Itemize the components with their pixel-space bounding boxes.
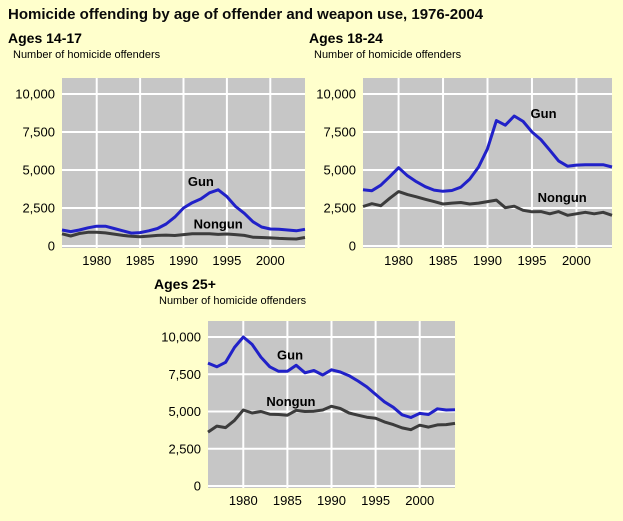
y-tick-label: 5,000 (168, 404, 201, 419)
x-tick-label: 1980 (82, 253, 111, 268)
y-tick-label: 10,000 (15, 87, 55, 102)
chart-title-ages-25-plus: Ages 25+ (154, 276, 216, 292)
chart-title-ages-18-24: Ages 18-24 (309, 30, 383, 46)
y-tick-label: 2,500 (323, 201, 356, 216)
gun-line (207, 335, 456, 419)
plot-ages-14-17: 0 2,500 5,000 7,500 10,000 1980 1985 1990 1995 20… (6, 78, 310, 274)
gun-series-label: Gun (277, 348, 303, 363)
x-tick-label: 1995 (361, 493, 390, 508)
x-tick-label: 1985 (126, 253, 155, 268)
y-tick-label: 5,000 (323, 163, 356, 178)
gun-line (362, 114, 613, 193)
ages-25-plus-svg: 0 2,500 5,000 7,500 10,000 1980 1985 1990 1995 20… (161, 321, 456, 508)
nongun-line (61, 230, 306, 241)
page-title: Homicide offending by age of offender an… (8, 6, 484, 23)
x-tick-label: 1990 (169, 253, 198, 268)
nongun-line (207, 404, 456, 434)
x-tick-label: 1980 (384, 253, 413, 268)
nongun-line (362, 190, 613, 217)
y-tick-label: 10,000 (316, 87, 356, 102)
chart-ages-18-24: Ages 18-24 Number of homicide offenders … (307, 30, 619, 274)
x-tick-label: 1985 (429, 253, 458, 268)
x-tick-label: 1990 (317, 493, 346, 508)
nongun-series-label: Nongun (266, 394, 315, 409)
y-axis-caption-ages-25-plus: Number of homicide offenders (159, 295, 307, 307)
x-tick-label: 2000 (562, 253, 591, 268)
y-tick-label: 0 (194, 479, 201, 494)
y-tick-label: 7,500 (323, 125, 356, 140)
y-tick-label: 2,500 (168, 441, 201, 456)
x-tick-label: 1995 (518, 253, 547, 268)
chart-title-ages-14-17: Ages 14-17 (8, 30, 82, 46)
gun-series-label: Gun (531, 106, 557, 121)
ages-18-24-svg: 0 2,500 5,000 7,500 10,000 1980 1985 1990 1995 20… (316, 78, 613, 268)
y-axis-caption-ages-18-24: Number of homicide offenders (314, 49, 462, 61)
y-tick-label: 0 (48, 239, 55, 254)
gun-line (61, 188, 306, 235)
x-tick-label: 2000 (256, 253, 285, 268)
y-tick-label: 5,000 (22, 163, 55, 178)
ages-14-17-svg: 0 2,500 5,000 7,500 10,000 1980 1985 1990 1995 20… (15, 78, 306, 268)
y-tick-label: 7,500 (168, 367, 201, 382)
x-tick-label: 1980 (229, 493, 258, 508)
nongun-series-label: Nongun (194, 217, 243, 232)
x-tick-label: 2000 (405, 493, 434, 508)
plot-ages-18-24: 0 2,500 5,000 7,500 10,000 1980 1985 1990 1995 20… (307, 78, 619, 274)
x-tick-label: 1985 (273, 493, 302, 508)
nongun-series-label: Nongun (538, 190, 587, 205)
gun-series-label: Gun (188, 174, 214, 189)
y-axis-caption-ages-14-17: Number of homicide offenders (13, 49, 161, 61)
x-tick-label: 1995 (212, 253, 241, 268)
x-tick-label: 1990 (473, 253, 502, 268)
chart-ages-14-17: Ages 14-17 Number of homicide offenders … (6, 30, 310, 274)
y-tick-label: 7,500 (22, 125, 55, 140)
y-tick-label: 10,000 (161, 330, 201, 345)
plot-ages-25-plus: 0 2,500 5,000 7,500 10,000 1980 1985 1990 1995 20… (152, 321, 462, 514)
y-tick-label: 2,500 (22, 201, 55, 216)
chart-ages-25-plus: Ages 25+ Number of homicide offenders 0 2… (152, 276, 462, 514)
y-tick-label: 0 (349, 239, 356, 254)
